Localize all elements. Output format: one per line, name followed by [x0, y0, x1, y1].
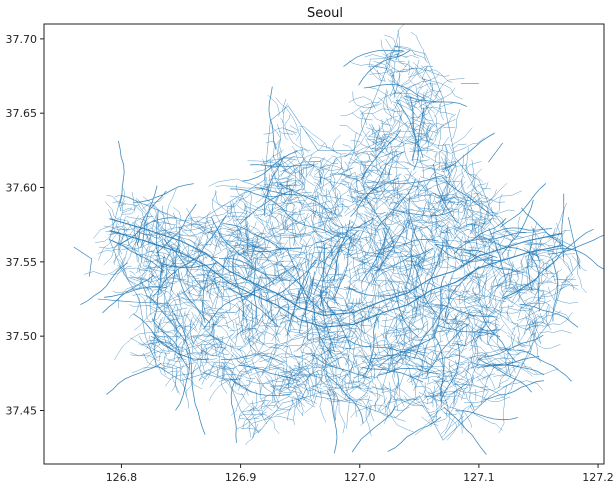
x-tick-label: 126.9 — [225, 471, 257, 484]
x-tick-label: 127.0 — [344, 471, 376, 484]
y-tick-label: 37.45 — [6, 404, 38, 417]
river-expressway-north — [109, 218, 563, 316]
river-expressway-south — [109, 230, 563, 328]
chart-title: Seoul — [307, 6, 343, 21]
outlying-road — [97, 298, 170, 304]
outlying-road — [73, 246, 93, 277]
x-tick-label: 126.8 — [106, 471, 138, 484]
y-axis: 37.45 37.50 37.55 37.60 37.65 37.70 — [6, 33, 44, 417]
y-tick-label: 37.65 — [6, 107, 38, 120]
arterial-roads — [80, 49, 604, 455]
outlying-road — [488, 142, 503, 163]
x-axis: 126.8 126.9 127.0 127.1 127.2 — [106, 464, 614, 484]
y-tick-label: 37.60 — [6, 182, 38, 195]
plot-frame — [43, 23, 605, 465]
city-boundary — [109, 45, 581, 441]
road-network — [73, 24, 604, 455]
x-tick-label: 127.2 — [582, 471, 614, 484]
y-tick-label: 37.50 — [6, 330, 38, 343]
y-tick-label: 37.55 — [6, 256, 38, 269]
x-tick-label: 127.1 — [463, 471, 495, 484]
y-tick-label: 37.70 — [6, 33, 38, 46]
outlying-road — [568, 217, 581, 270]
